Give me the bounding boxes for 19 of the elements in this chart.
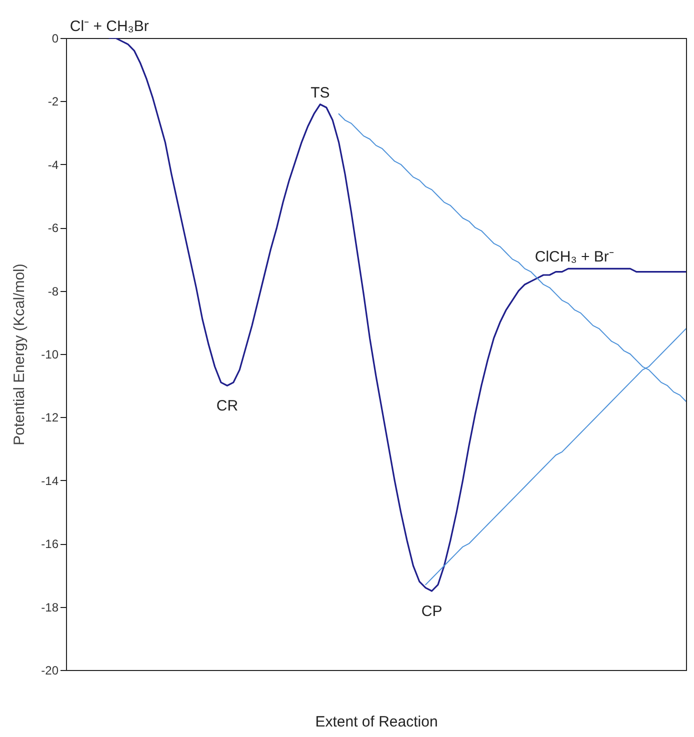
y-tick-label: -16 — [41, 537, 59, 552]
y-tick-label: -2 — [48, 94, 59, 109]
y-tick-label: -20 — [41, 664, 59, 678]
annotation: Cl⁻ + CH₃Br — [70, 18, 149, 35]
y-tick-label: 0 — [52, 32, 59, 46]
line-series — [108, 38, 686, 592]
y-tick-label: -10 — [41, 348, 59, 362]
annotation: ClCH₃ + Br⁻ — [534, 248, 614, 266]
y-tick-label: -8 — [48, 284, 59, 298]
y-tick-label: -12 — [41, 410, 59, 425]
y-tick-label: -4 — [48, 158, 59, 172]
y-tick-label: -14 — [41, 474, 59, 488]
annotation: TS — [310, 84, 330, 102]
annotation: CR — [216, 398, 238, 415]
y-axis-title: Potential Energy (Kcal/mol) — [11, 264, 28, 446]
y-tick-label: -6 — [48, 221, 59, 236]
x-axis-title: Extent of Reaction — [315, 714, 438, 730]
annotation: CP — [421, 603, 442, 620]
y-tick-label: -18 — [41, 600, 59, 614]
